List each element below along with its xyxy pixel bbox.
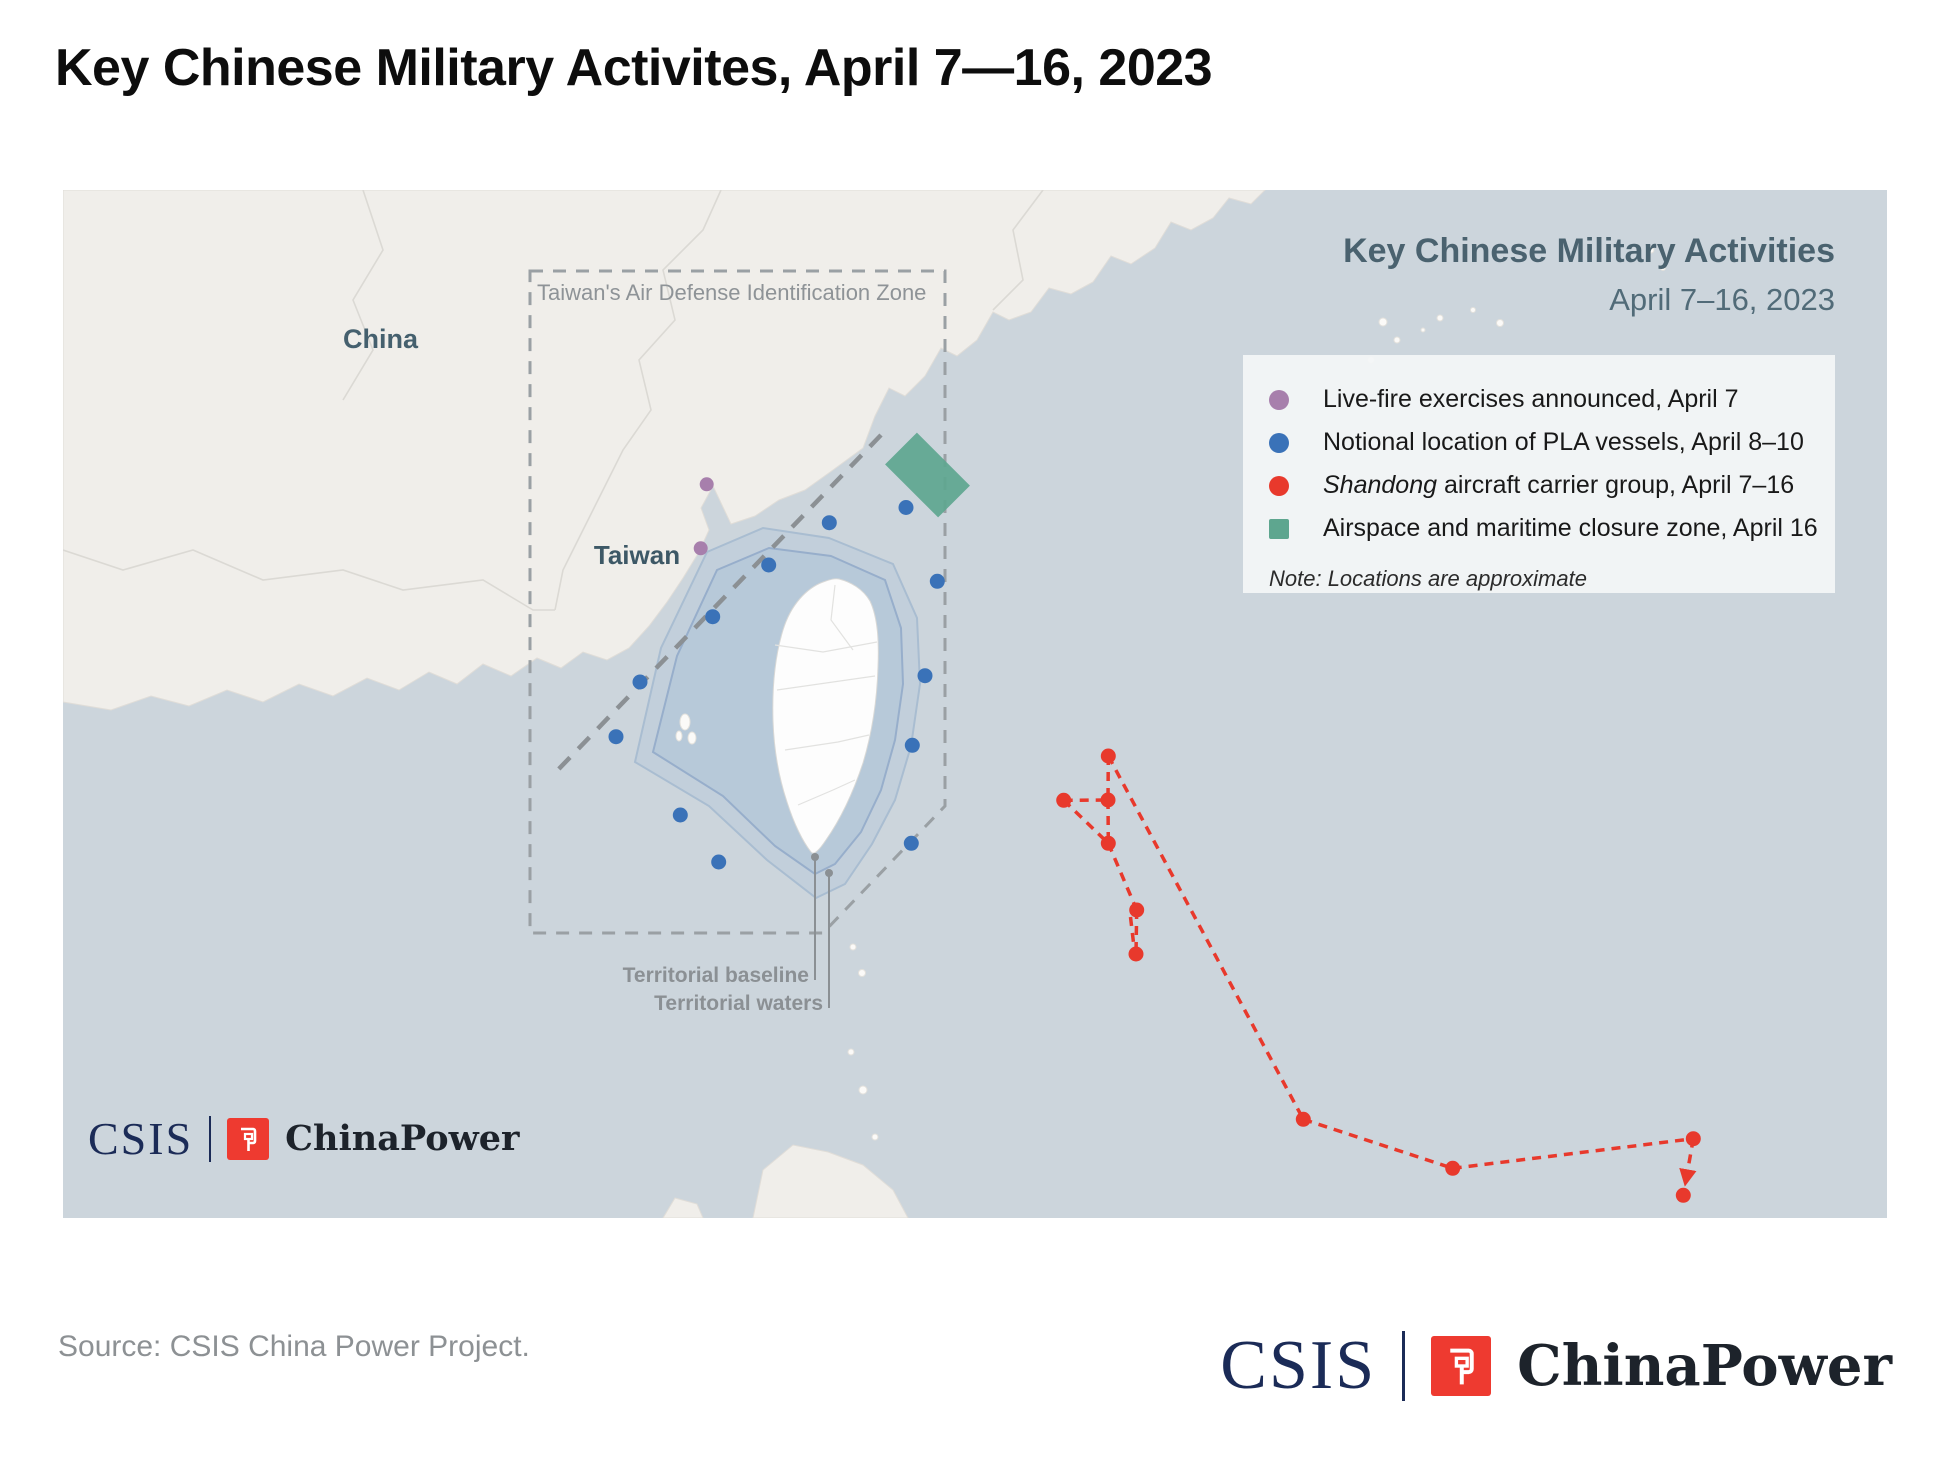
data-markers bbox=[608, 432, 1701, 1203]
pla-vessel-dot bbox=[821, 515, 837, 531]
label-adiz: Taiwan's Air Defense Identification Zone bbox=[537, 280, 927, 305]
page-title: Key Chinese Military Activites, April 7—… bbox=[55, 39, 1213, 97]
carrier-position-dot bbox=[1445, 1160, 1461, 1176]
legend-note: Note: Locations are approximate bbox=[1269, 566, 1587, 591]
legend-item-closure-zone: Airspace and maritime closure zone, Apri… bbox=[1269, 507, 1818, 550]
carrier-position-dot bbox=[1100, 835, 1116, 851]
pla-vessel-dot bbox=[705, 609, 721, 625]
pla-vessel-dot bbox=[711, 854, 727, 870]
label-taiwan: Taiwan bbox=[593, 540, 681, 570]
chinapower-icon bbox=[227, 1117, 270, 1160]
map-canvas: China Taiwan Taiwan's Air Defense Identi… bbox=[63, 190, 1887, 1218]
carrier-position-dot bbox=[1685, 1131, 1701, 1147]
legend-item-live-fire: Live-fire exercises announced, April 7 bbox=[1269, 378, 1809, 421]
live-fire-marker-icon bbox=[1269, 389, 1289, 410]
carrier-track-segment bbox=[1128, 916, 1136, 948]
label-territorial-waters: Territorial waters bbox=[654, 992, 823, 1015]
pla-vessel-dot bbox=[929, 573, 945, 589]
legend-item-pla-vessels: Notional location of PLA vessels, April … bbox=[1269, 421, 1809, 464]
pla-vessel-dot bbox=[632, 674, 648, 690]
median-line bbox=[551, 433, 883, 777]
label-china: China bbox=[343, 324, 419, 354]
pla-vessel-marker-icon bbox=[1269, 432, 1289, 453]
china-landmass bbox=[63, 190, 1266, 711]
carrier-position-dot bbox=[1295, 1111, 1311, 1127]
csis-chinapower-logo: CSIS ChinaPower bbox=[88, 1112, 519, 1165]
pla-vessel-dot bbox=[917, 668, 933, 684]
carrier-position-dot bbox=[1056, 792, 1072, 808]
leader-lines bbox=[814, 857, 830, 1008]
carrier-track-segment bbox=[1062, 799, 1110, 845]
live-fire-dot bbox=[699, 477, 714, 492]
legend-title: Key Chinese Military Activities bbox=[1343, 232, 1835, 270]
small-islands bbox=[675, 246, 1666, 1141]
source-note: Source: CSIS China Power Project. bbox=[58, 1330, 530, 1363]
carrier-track-segment bbox=[1106, 842, 1139, 911]
island-sliver bbox=[662, 1197, 704, 1218]
adiz-boundary bbox=[528, 269, 947, 935]
pla-vessel-dot bbox=[761, 557, 777, 573]
luzon-island bbox=[752, 1144, 909, 1218]
legend-item-label: Live-fire exercises announced, April 7 bbox=[1323, 385, 1739, 413]
csis-wordmark: CSIS bbox=[88, 1113, 194, 1164]
pla-vessel-dot bbox=[903, 835, 919, 851]
leader-dots bbox=[811, 853, 833, 877]
logo-divider bbox=[209, 1115, 212, 1162]
live-fire-dot bbox=[693, 541, 708, 556]
carrier-position-dot bbox=[1128, 946, 1144, 962]
legend-item-label: Notional location of PLA vessels, April … bbox=[1323, 428, 1804, 456]
csis-chinapower-logo-footer: CSIS ChinaPower bbox=[1220, 1326, 1892, 1406]
carrier-track-segment bbox=[1302, 1117, 1454, 1170]
legend-item-carrier: Shandong aircraft carrier group, April 7… bbox=[1269, 464, 1809, 507]
legend-subtitle: April 7–16, 2023 bbox=[1609, 282, 1835, 317]
map-svg bbox=[63, 190, 1701, 1218]
province-borders bbox=[63, 190, 1044, 611]
legend-item-label-italic: Shandong bbox=[1323, 471, 1438, 499]
carrier-marker-icon bbox=[1269, 475, 1289, 496]
taiwan-island bbox=[772, 578, 879, 854]
pla-vessel-dot bbox=[904, 737, 920, 753]
carrier-position-dot bbox=[1129, 902, 1145, 918]
carrier-position-dot bbox=[1675, 1187, 1691, 1203]
carrier-track-segment bbox=[1452, 1136, 1694, 1171]
legend: Live-fire exercises announced, April 7 N… bbox=[1243, 355, 1835, 593]
logo-divider bbox=[1402, 1331, 1406, 1401]
carrier-position-dot bbox=[1100, 792, 1116, 808]
csis-wordmark: CSIS bbox=[1220, 1327, 1377, 1404]
label-territorial-baseline: Territorial baseline bbox=[622, 964, 809, 987]
pla-vessel-dot bbox=[608, 729, 624, 745]
closure-zone-marker-icon bbox=[1269, 518, 1289, 539]
carrier-position-dot bbox=[1100, 748, 1116, 764]
pla-vessel-dot bbox=[672, 807, 688, 823]
chinapower-wordmark: ChinaPower bbox=[285, 1118, 520, 1159]
closure-zone bbox=[885, 432, 970, 518]
taiwan-county-lines bbox=[774, 584, 878, 806]
legend-item-label: aircraft carrier group, April 7–16 bbox=[1437, 471, 1795, 499]
carrier-track-segment bbox=[1106, 755, 1305, 1121]
legend-item-label: Airspace and maritime closure zone, Apri… bbox=[1323, 514, 1818, 542]
chinapower-wordmark: ChinaPower bbox=[1517, 1333, 1892, 1399]
pla-vessel-dot bbox=[898, 500, 914, 515]
chinapower-icon bbox=[1431, 1336, 1492, 1396]
